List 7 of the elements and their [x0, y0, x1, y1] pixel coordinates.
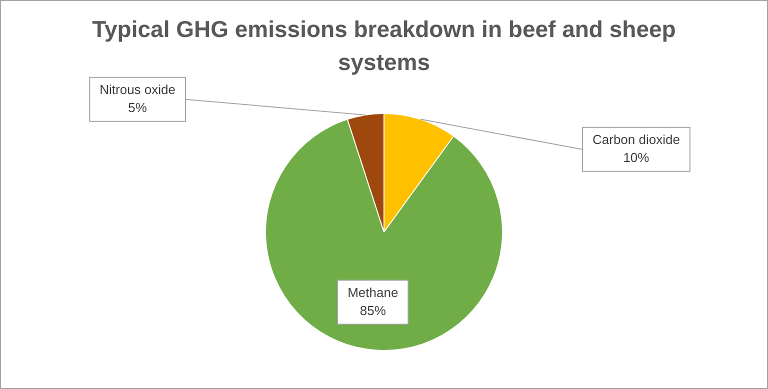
slice-label: Nitrous oxide: [100, 82, 176, 98]
slice-label: Carbon dioxide: [592, 132, 680, 148]
data-label: 85%: [360, 302, 386, 318]
slice-label: Methane: [348, 284, 398, 300]
data-label: 10%: [623, 150, 650, 166]
chart-title: Typical GHG emissions breakdown in beef and sheep systems: [91, 15, 677, 77]
data-label: 5%: [128, 100, 148, 116]
